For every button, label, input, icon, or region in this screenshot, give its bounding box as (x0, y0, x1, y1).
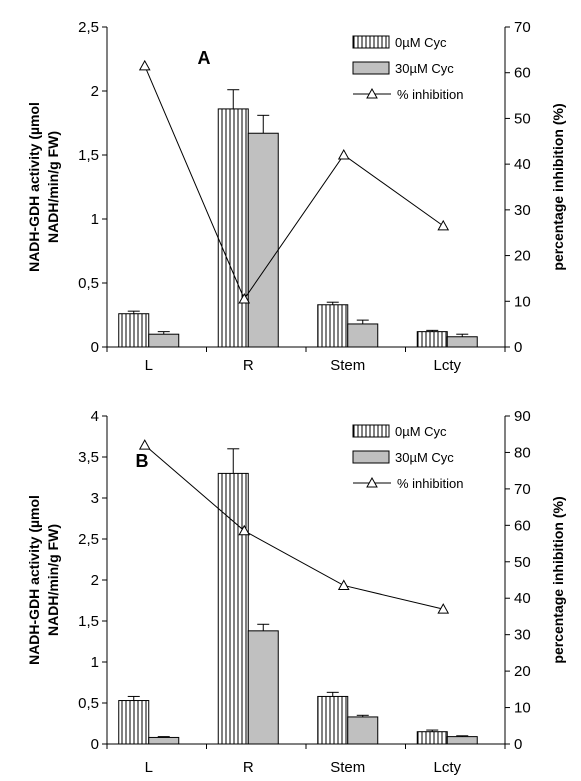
chart-panel-a: 0 0,5 1 1,5 2 2,5 0 10 20 30 40 50 60 70 L R Stem Lcty A 0µ… (26, 19, 566, 374)
y-axis-title: NADH-GDH activity (µmol NADH/min/g FW) (26, 495, 61, 665)
y2-axis-title: percentage inhibition (%) (550, 496, 566, 663)
legend-triangle-icon (366, 87, 378, 99)
x-category-label: Stem (330, 357, 365, 374)
y2-tick-label: 40 (514, 590, 531, 607)
y-axis-title-line-1: NADH-GDH activity (µmol (26, 102, 42, 272)
bar-0um-cyc (317, 695, 349, 745)
bar-30um-cyc (247, 132, 279, 348)
legend-label: % inhibition (397, 87, 464, 102)
y2-tick-label: 80 (514, 444, 531, 461)
x-category-label: Lcty (433, 357, 461, 374)
bar-0um-cyc (217, 108, 249, 348)
x-category-label: Lcty (433, 759, 461, 776)
y-tick-label: 2 (91, 572, 99, 589)
bar-30um-cyc (247, 630, 279, 745)
bar-30um-cyc (148, 736, 180, 745)
bar-0um-cyc (118, 313, 150, 348)
y2-tick-label: 0 (514, 339, 522, 356)
y2-tick-label: 90 (514, 408, 531, 425)
y-axis-title-line-1: NADH-GDH activity (µmol (26, 495, 42, 665)
y-tick-label: 0 (91, 736, 99, 753)
y-tick-label: 4 (91, 408, 99, 425)
y2-tick-label: 20 (514, 663, 531, 680)
y2-axis-title: percentage inhibition (%) (550, 103, 566, 270)
bar-30um-cyc (148, 333, 180, 348)
inhibition-point (138, 59, 151, 71)
x-category-label: R (243, 759, 254, 776)
y-axis-title: NADH-GDH activity (µmol NADH/min/g FW) (26, 102, 61, 272)
y2-tick-label: 50 (514, 110, 531, 127)
y2-tick-label: 40 (514, 156, 531, 173)
bar-30um-cyc (347, 716, 379, 745)
x-category-label: L (145, 357, 153, 374)
x-category-label: L (145, 759, 153, 776)
y-tick-label: 1,5 (78, 147, 99, 164)
y2-tick-label: 60 (514, 65, 531, 82)
y2-tick-label: 60 (514, 517, 531, 534)
y-tick-label: 0 (91, 339, 99, 356)
legend-label: 0µM Cyc (395, 35, 447, 50)
legend-swatch-30um-cyc (352, 61, 390, 75)
y-tick-label: 0,5 (78, 695, 99, 712)
y2-tick-label: 70 (514, 19, 531, 36)
y2-tick-label: 10 (514, 700, 531, 717)
bar-0um-cyc (118, 700, 150, 745)
y-tick-label: 2 (91, 83, 99, 100)
inhibition-point (437, 219, 450, 231)
legend-label: % inhibition (397, 476, 464, 491)
bar-0um-cyc (317, 304, 349, 348)
y-tick-label: 1 (91, 654, 99, 671)
inhibition-point (337, 579, 350, 590)
legend-swatch-0um-cyc (352, 35, 390, 49)
bar-30um-cyc (446, 336, 478, 348)
bar-0um-cyc (416, 731, 448, 745)
inhibition-point (337, 148, 350, 160)
y2-tick-label: 10 (514, 293, 531, 310)
y-tick-label: 3 (91, 490, 99, 507)
y2-tick-label: 70 (514, 481, 531, 498)
inhibition-point (437, 603, 450, 614)
inhibition-point (238, 292, 251, 304)
y-tick-label: 3,5 (78, 449, 99, 466)
y-tick-label: 1 (91, 211, 99, 228)
bar-30um-cyc (347, 323, 379, 348)
y2-tick-label: 50 (514, 554, 531, 571)
legend-label: 30µM Cyc (395, 61, 454, 76)
panel-letter: A (198, 48, 211, 68)
legend-label: 30µM Cyc (395, 450, 454, 465)
y-tick-label: 2,5 (78, 531, 99, 548)
legend-label: 0µM Cyc (395, 424, 447, 439)
bar-30um-cyc (446, 736, 478, 745)
bar-0um-cyc (416, 331, 448, 348)
inhibition-line (144, 444, 444, 610)
x-category-label: R (243, 357, 254, 374)
inhibition-line (144, 65, 444, 301)
y2-tick-label: 30 (514, 627, 531, 644)
inhibition-point (238, 524, 251, 536)
y-tick-label: 0,5 (78, 275, 99, 292)
y2-tick-label: 0 (514, 736, 522, 753)
x-category-label: Stem (330, 759, 365, 776)
legend-swatch-0um-cyc (352, 424, 390, 438)
inhibition-point (138, 439, 151, 450)
panel-letter: B (136, 451, 149, 471)
y-tick-label: 2,5 (78, 19, 99, 36)
legend-triangle-icon (366, 476, 378, 488)
y-tick-label: 1,5 (78, 613, 99, 630)
bar-0um-cyc (217, 472, 249, 745)
y2-tick-label: 30 (514, 202, 531, 219)
y-axis-title-line-2: NADH/min/g FW) (45, 131, 61, 243)
legend-swatch-30um-cyc (352, 450, 390, 464)
y2-tick-label: 20 (514, 248, 531, 265)
y-axis-title-line-2: NADH/min/g FW) (45, 524, 61, 636)
